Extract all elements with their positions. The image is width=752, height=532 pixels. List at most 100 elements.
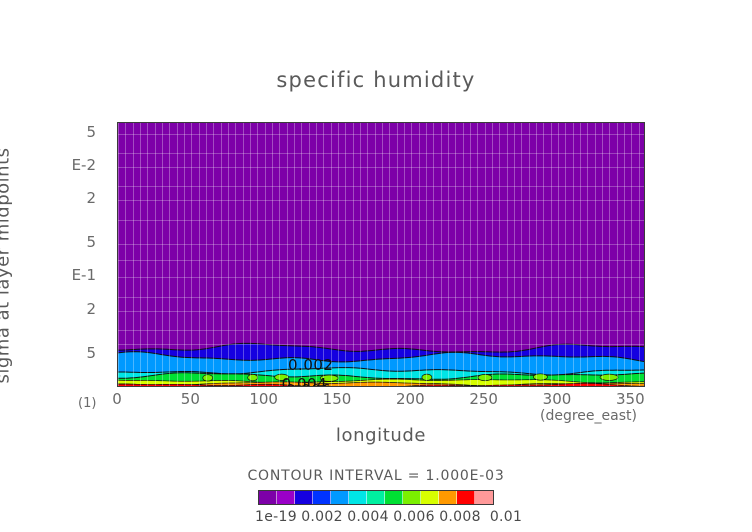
contour-line <box>118 342 644 353</box>
x-minor-tick-mark <box>441 386 442 387</box>
x-tick-label: 250 <box>469 390 498 408</box>
x-minor-tick-mark <box>177 386 178 387</box>
y-tick-label: E-2 <box>71 155 96 174</box>
contour-local-maximum <box>533 373 548 381</box>
y-minor-tick-mark <box>117 156 118 157</box>
y-tick-label: 2 <box>86 299 96 318</box>
colorbar <box>258 490 494 505</box>
x-minor-tick-mark <box>573 386 574 387</box>
contour-inline-label: 0.004 <box>281 374 328 387</box>
y-minor-tick-mark <box>117 344 118 345</box>
x-minor-tick-mark <box>602 386 603 387</box>
x-tick-label: 150 <box>322 390 352 408</box>
y-minor-tick-mark <box>117 220 118 221</box>
x-minor-tick-mark <box>617 386 618 387</box>
colorbar-tick-label: 1e-19 <box>255 509 297 525</box>
x-tick-mark <box>118 386 119 387</box>
y-axis-title: sigma at layer midpoints <box>0 147 14 384</box>
x-tick-mark <box>631 386 632 387</box>
y-tick-label: 5 <box>86 343 96 362</box>
x-minor-tick-mark <box>133 386 134 387</box>
x-minor-tick-mark <box>514 386 515 387</box>
page-title: specific humidity <box>276 68 476 92</box>
y-minor-tick-mark <box>117 377 118 378</box>
y-tick-label: E-1 <box>71 266 96 285</box>
y-tick-label: 2 <box>86 189 96 208</box>
y-tick-mark <box>117 355 118 356</box>
x-minor-tick-mark <box>499 386 500 387</box>
y-minor-tick-mark <box>117 267 118 268</box>
colorbar-swatch <box>403 491 421 504</box>
y-minor-tick-mark <box>117 272 118 273</box>
colorbar-tick-label: 0.008 <box>439 509 481 525</box>
contour-band-fill <box>118 123 644 386</box>
contour-line <box>118 351 644 363</box>
x-minor-tick-mark <box>221 386 222 387</box>
x-tick-mark <box>411 386 412 387</box>
contour-local-maximum <box>202 374 214 382</box>
contour-local-maximum <box>477 374 493 382</box>
y-tick-mark <box>117 311 118 312</box>
x-minor-tick-mark <box>397 386 398 387</box>
x-axis-units: (degree_east) <box>540 408 637 424</box>
y-minor-tick-mark <box>117 123 118 124</box>
y-minor-tick-mark <box>117 260 118 261</box>
colorbar-swatch <box>331 491 349 504</box>
contour-line <box>118 372 644 380</box>
x-tick-label: 350 <box>616 390 645 408</box>
y-axis-units: (1) <box>78 396 97 411</box>
contour-inline-label: 0.002 <box>288 356 334 375</box>
colorbar-tick-label: 0.002 <box>301 509 343 525</box>
x-tick-mark <box>485 386 486 387</box>
colorbar-swatch <box>349 491 367 504</box>
contour-local-maximum <box>247 374 258 382</box>
y-tick-mark <box>117 244 118 245</box>
contour-line <box>118 381 644 386</box>
x-minor-tick-mark <box>353 386 354 387</box>
x-minor-tick-mark <box>587 386 588 387</box>
contour-field <box>118 123 644 386</box>
y-minor-tick-mark <box>117 234 118 235</box>
x-minor-tick-mark <box>206 386 207 387</box>
colorbar-tick-label: 0.01 <box>489 509 523 525</box>
x-tick-label: 300 <box>542 390 572 408</box>
contour-local-maximum <box>421 373 433 381</box>
x-minor-tick-mark <box>543 386 544 387</box>
x-tick-mark <box>338 386 339 387</box>
x-minor-tick-mark <box>279 386 280 387</box>
y-tick-mark <box>117 200 118 201</box>
y-minor-tick-mark <box>117 142 118 143</box>
x-tick-mark <box>191 386 192 387</box>
colorbar-swatch <box>475 491 493 504</box>
x-minor-tick-mark <box>382 386 383 387</box>
x-minor-tick-mark <box>147 386 148 387</box>
x-tick-label: 50 <box>180 390 200 408</box>
x-minor-tick-mark <box>250 386 251 387</box>
y-tick-label: 5 <box>86 233 96 252</box>
y-minor-tick-mark <box>117 371 118 372</box>
contour-inline-label: 0.006 <box>286 381 331 386</box>
x-axis-title: longitude <box>335 425 427 446</box>
x-tick-mark <box>265 386 266 387</box>
y-tick-mark <box>117 277 118 278</box>
x-minor-tick-mark <box>367 386 368 387</box>
contour-interval-caption: CONTOUR INTERVAL = 1.000E-03 <box>247 468 505 484</box>
colorbar-swatch <box>277 491 295 504</box>
y-minor-tick-mark <box>117 253 118 254</box>
colorbar-tick-label: 0.004 <box>347 509 389 525</box>
contour-local-maximum <box>599 373 619 381</box>
x-minor-tick-mark <box>426 386 427 387</box>
colorbar-tick-labels: 1e-19 0.002 0.004 0.006 0.008 0.01 <box>232 509 522 527</box>
colorbar-swatch <box>367 491 385 504</box>
contour-line <box>118 382 644 386</box>
colorbar-swatch <box>439 491 457 504</box>
colorbar-swatch <box>313 491 331 504</box>
x-minor-tick-mark <box>529 386 530 387</box>
contour-local-maximum <box>274 373 290 381</box>
x-minor-tick-mark <box>235 386 236 387</box>
y-minor-tick-mark <box>117 383 118 384</box>
x-tick-mark <box>558 386 559 387</box>
x-minor-tick-mark <box>294 386 295 387</box>
colorbar-tick-label: 0.006 <box>393 509 435 525</box>
